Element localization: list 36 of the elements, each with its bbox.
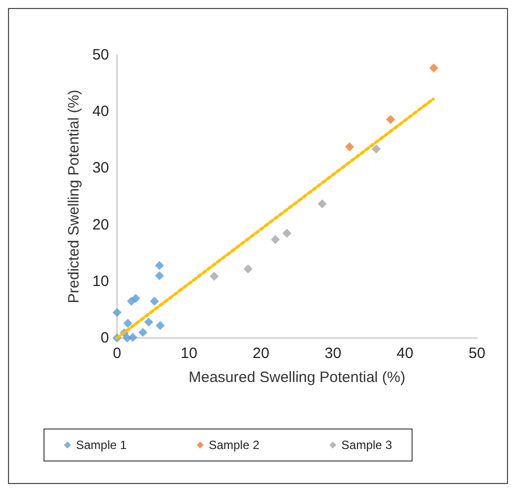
point xyxy=(156,321,165,330)
y-tick-label: 10 xyxy=(92,272,109,290)
point xyxy=(318,199,327,208)
y-axis-title: Predicted Swelling Potential (%) xyxy=(65,90,82,304)
y-tick-label: 40 xyxy=(92,103,109,120)
y-tick-label: 20 xyxy=(92,216,109,234)
y-tick-label: 30 xyxy=(92,160,109,177)
point xyxy=(138,328,148,337)
point xyxy=(154,261,164,270)
point xyxy=(150,296,159,306)
point xyxy=(128,332,138,342)
point xyxy=(345,142,354,152)
point xyxy=(112,308,122,318)
point xyxy=(429,64,438,73)
x-tick-label: 50 xyxy=(468,345,486,362)
y-tick-label: 50 xyxy=(92,46,109,64)
point xyxy=(270,235,280,244)
point xyxy=(282,228,292,238)
point xyxy=(386,115,396,124)
point xyxy=(210,272,219,281)
legend-label: Sample 1 xyxy=(76,438,128,452)
y-tick-label: 0 xyxy=(100,330,109,346)
x-tick-label: 10 xyxy=(180,345,198,362)
point xyxy=(131,294,140,303)
point xyxy=(244,264,253,274)
x-tick-label: 30 xyxy=(324,345,342,362)
point xyxy=(372,144,381,154)
point xyxy=(144,318,154,327)
legend-label: Sample 3 xyxy=(341,438,392,452)
x-tick-label: 0 xyxy=(112,345,122,362)
point xyxy=(154,271,164,280)
legend-label: Sample 2 xyxy=(208,438,260,452)
point xyxy=(123,318,132,328)
x-tick-label: 20 xyxy=(252,345,270,362)
x-tick-label: 40 xyxy=(396,345,414,362)
x-axis-title: Measured Swelling Potential (%) xyxy=(188,369,406,386)
